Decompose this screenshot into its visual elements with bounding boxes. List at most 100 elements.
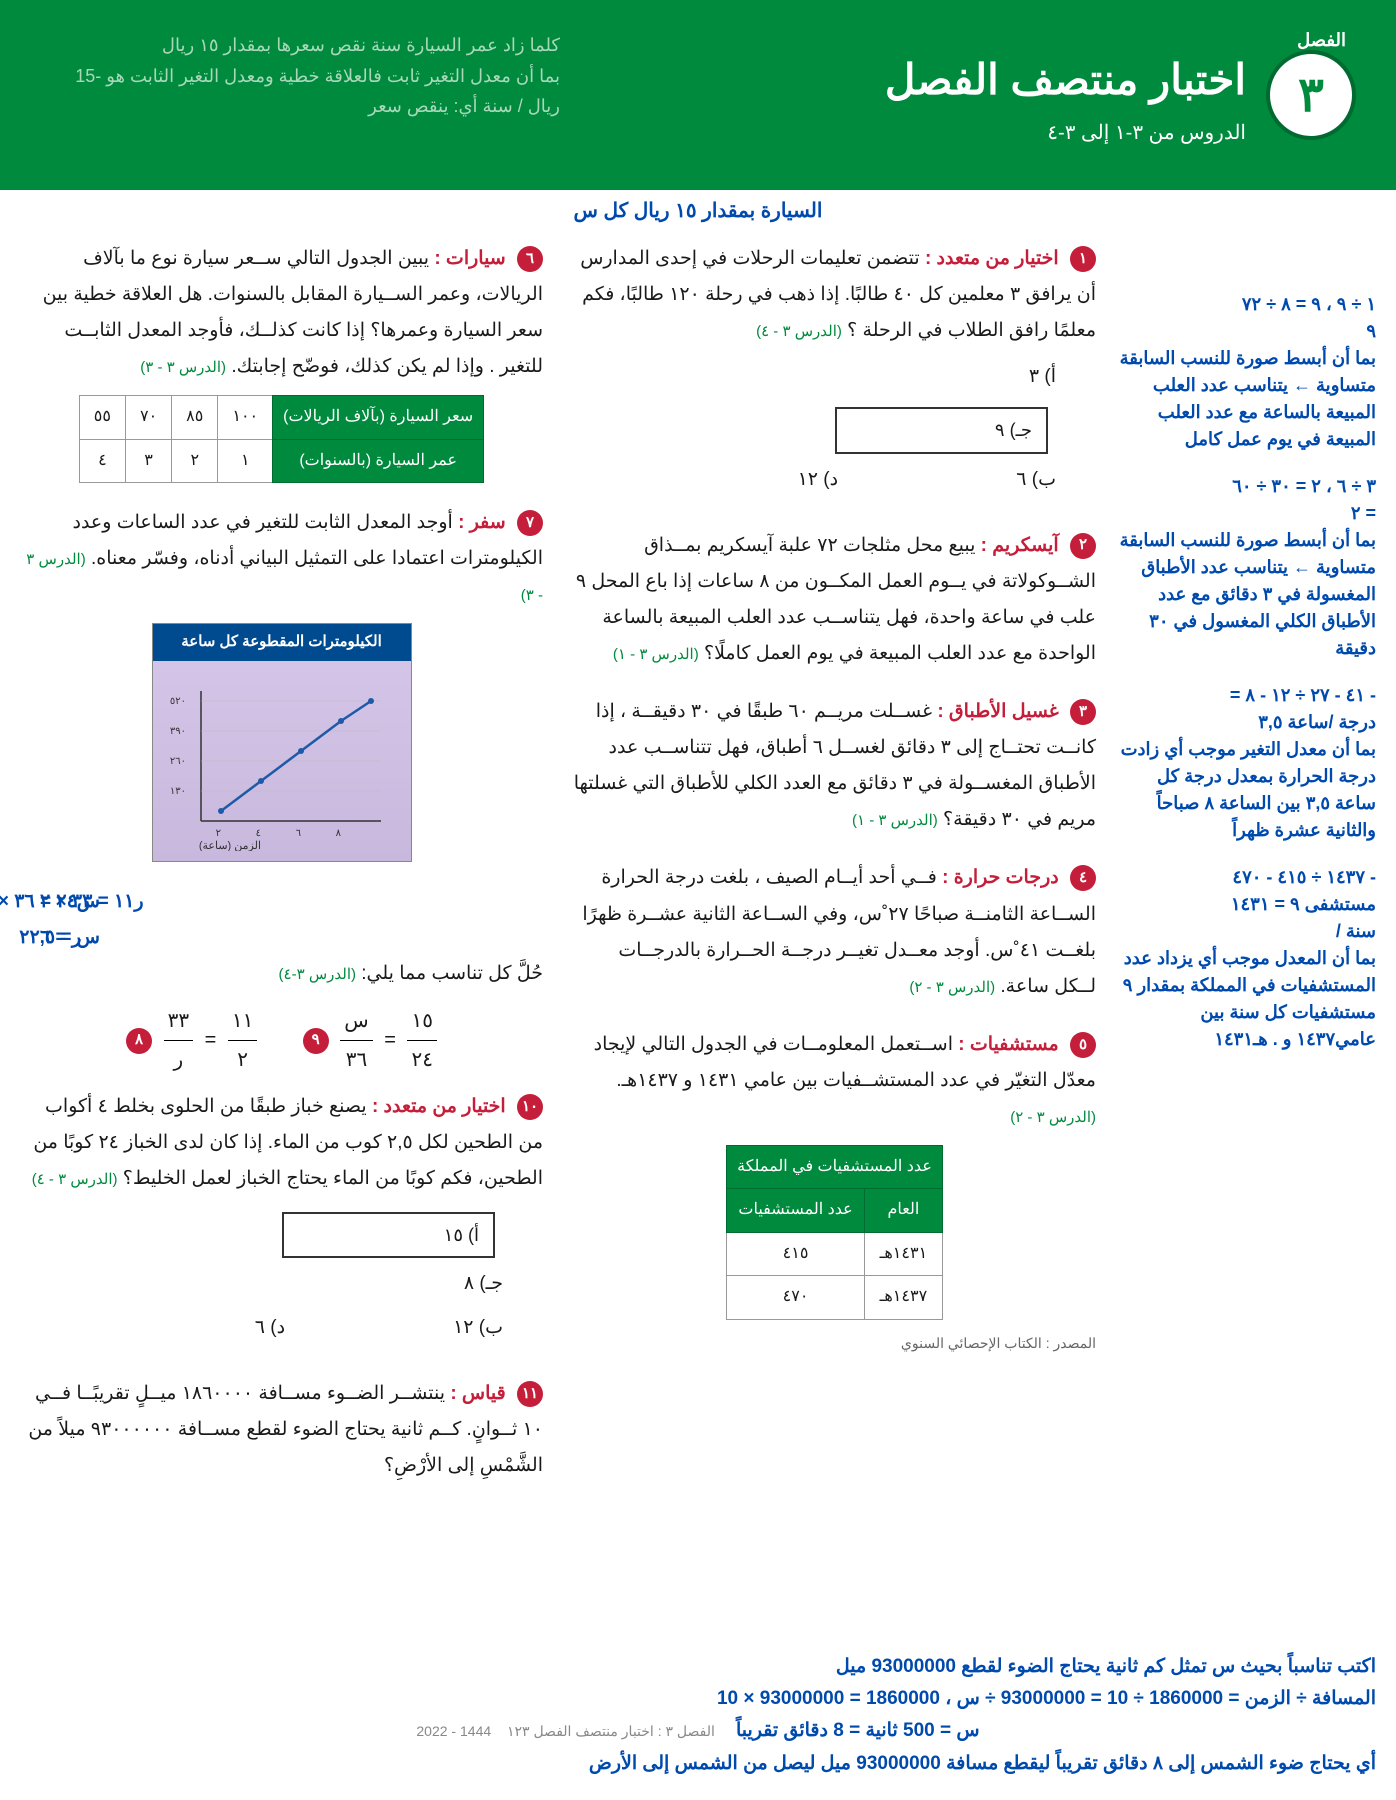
svg-text:٨: ٨ <box>335 828 341 839</box>
eq-note-2: ر = ٦ <box>40 920 543 956</box>
q10-choice-c: جـ) ٨ <box>290 1266 503 1302</box>
column-left: ٦ سيارات : يبين الجدول التالي ســعر سيار… <box>20 241 543 1506</box>
side-answer: س٢٤ = ٣٦ × ١٥ س = ٢٢,٥ <box>0 884 100 956</box>
svg-text:٥٢٠: ٥٢٠ <box>169 696 185 707</box>
content-columns: ١ اختيار من متعدد : تتضمن تعليمات الرحلا… <box>20 241 1096 1506</box>
cell: ٥٥ <box>79 396 125 439</box>
q11-topic: قياس : <box>450 1383 505 1404</box>
q6-ref: (الدرس ٣ - ٣) <box>140 359 226 376</box>
cell: ٤٧٠ <box>727 1276 865 1319</box>
q10-topic: اختيار من متعدد : <box>372 1096 506 1117</box>
q10-choice-a: أ) ١٥ <box>282 1212 495 1258</box>
answer-4: - ١٤٣٧ ÷ ٤١٥ - ٤٧٠ مستشفى ٩ = ١٤٣١ سنة /… <box>1116 864 1376 1053</box>
qnum-icon: ٢ <box>1070 533 1096 559</box>
q1-choices: أ) ٣ جـ) ٩ ب) ٦ د) ١٢ <box>613 359 1056 505</box>
answer-1: ١ ÷ ٩ ، ٩ = ٨ ÷ ٧٢ ٩ بما أن أبسط صورة لل… <box>1116 291 1376 453</box>
answers-margin: ١ ÷ ٩ ، ٩ = ٨ ÷ ٧٢ ٩ بما أن أبسط صورة لل… <box>1116 241 1376 1506</box>
svg-text:٤: ٤ <box>255 828 260 839</box>
page-header: الفصل ٣ اختبار منتصف الفصل الدروس من ٣-١… <box>0 0 1396 190</box>
page-subtitle: الدروس من ٣-١ إلى ٣-٤ <box>1047 120 1246 145</box>
question-2: ٢ آيسكريم : يبيع محل مثلجات ٧٢ علبة آيسك… <box>573 528 1096 672</box>
svg-text:٦: ٦ <box>295 828 300 839</box>
cell: ٧٠ <box>125 396 171 439</box>
cell: ٤ <box>79 439 125 482</box>
q1-choice-c: جـ) ٩ <box>835 407 1048 453</box>
q8-frac2: ١١٢ <box>228 1002 257 1079</box>
qnum-icon: ١ <box>1070 246 1096 272</box>
solve-heading: حُلَّ كل تناسب مما يلي: (الدرس ٣-٤) <box>20 956 543 992</box>
cell: ١٤٣١هـ <box>864 1232 942 1275</box>
q1-choice-a: أ) ٣ <box>843 359 1056 395</box>
q9-frac1: س٣٦ <box>340 1002 372 1079</box>
qnum-icon: ٥ <box>1070 1032 1096 1058</box>
qnum-icon: ٤ <box>1070 865 1096 891</box>
question-10: ١٠ اختيار من متعدد : يصنع خباز طبقًا من … <box>20 1089 543 1354</box>
svg-text:٢٦٠: ٢٦٠ <box>169 756 185 767</box>
th-count: عدد المستشفيات <box>727 1189 865 1232</box>
distance-chart: الكيلومترات المقطوعة كل ساعة <box>152 623 412 862</box>
question-3: ٣ غسيل الأطباق : غســلت مريــم ٦٠ طبقًا … <box>573 694 1096 838</box>
q10-ref: (الدرس ٣ - ٤) <box>32 1171 118 1188</box>
page-reference: الفصل ٣ : اختبار منتصف الفصل ١٢٣ <box>507 1723 715 1739</box>
q6-topic: سيارات : <box>434 248 505 269</box>
q8-frac1: ٣٣ر <box>164 1002 193 1079</box>
cell: ١ <box>218 439 273 482</box>
question-11: ١١ قياس : ينتشــر الضــوء مســافة ١٨٦٠٠٠… <box>20 1376 543 1484</box>
svg-text:٣٩٠: ٣٩٠ <box>169 726 185 737</box>
footer-line-4: أي يحتاج ضوء الشمس إلى ٨ دقائق تقريباً ل… <box>20 1748 1376 1780</box>
column-right: ١ اختيار من متعدد : تتضمن تعليمات الرحلا… <box>573 241 1096 1506</box>
th-price: سعر السيارة (بآلاف الريالات) <box>273 396 484 439</box>
qnum-icon: ٦ <box>517 246 543 272</box>
qnum-icon: ٨ <box>126 1028 152 1054</box>
chart-title: الكيلومترات المقطوعة كل ساعة <box>153 624 411 661</box>
q2-topic: آيسكريم : <box>981 535 1059 556</box>
q10-choice-b: ب) ١٢ <box>290 1310 503 1346</box>
answer-2: ٣ ÷ ٦ ، ٢ = ٣٠ ÷ ٦٠ = ٢ بما أن أبسط صورة… <box>1116 473 1376 662</box>
question-5: ٥ مستشفيات : اســتعمل المعلومــات في الج… <box>573 1027 1096 1356</box>
header-annotation: كلما زاد عمر السيارة سنة نقص سعرها بمقدا… <box>40 30 560 122</box>
question-6: ٦ سيارات : يبين الجدول التالي ســعر سيار… <box>20 241 543 483</box>
question-1: ١ اختيار من متعدد : تتضمن تعليمات الرحلا… <box>573 241 1096 506</box>
footer-line-2: المسافة ÷ الزمن = 1860000 ÷ 10 = 9300000… <box>20 1683 1376 1715</box>
chapter-label: الفصل <box>1297 30 1346 51</box>
qnum-icon: ٣ <box>1070 699 1096 725</box>
q1-choice-d: د) ١٢ <box>625 462 838 498</box>
cell: ٨٥ <box>172 396 218 439</box>
svg-text:الزمن (ساعة): الزمن (ساعة) <box>198 840 260 851</box>
table-source: المصدر : الكتاب الإحصائي السنوي <box>573 1330 1096 1357</box>
year-reference: 1444 - 2022 <box>416 1723 491 1739</box>
question-4: ٤ درجات حرارة : فــي أحد أيــام الصيف ، … <box>573 860 1096 1004</box>
qnum-icon: ١٠ <box>517 1094 543 1120</box>
footer-annotations: اكتب تناسباً بحيث س تمثل كم ثانية يحتاج … <box>20 1651 1376 1780</box>
q5-ref: (الدرس ٣ - ٢) <box>1010 1109 1096 1126</box>
footer-line-1: اكتب تناسباً بحيث س تمثل كم ثانية يحتاج … <box>20 1651 1376 1683</box>
answer-3: - ٤١ - ٢٧ ÷ ١٢ - ٨ = درجة /ساعة ٣,٥ بما … <box>1116 682 1376 844</box>
cell: ٢ <box>172 439 218 482</box>
qnum-icon: ٧ <box>517 510 543 536</box>
q3-topic: غسيل الأطباق : <box>937 701 1058 722</box>
cell: ٣ <box>125 439 171 482</box>
q4-topic: درجات حرارة : <box>942 867 1059 888</box>
solve-ref: (الدرس ٣-٤) <box>279 966 356 983</box>
q7-topic: سفر : <box>458 512 506 533</box>
q9-frac2: ١٥٢٤ <box>407 1002 436 1079</box>
q5-topic: مستشفيات : <box>958 1034 1058 1055</box>
th-age: عمر السيارة (بالسنوات) <box>273 439 484 482</box>
q1-choice-b: ب) ٦ <box>843 462 1056 498</box>
cell: ١٠٠ <box>218 396 273 439</box>
table-caption: عدد المستشفيات في المملكة <box>727 1146 943 1189</box>
hospitals-table: عدد المستشفيات في المملكة العام عدد المس… <box>726 1145 943 1320</box>
svg-text:٢: ٢ <box>215 828 220 839</box>
q10-choices: أ) ١٥ جـ) ٨ ب) ١٢ د) ٦ <box>60 1208 503 1354</box>
eq-note-1: ر١١ = ٣٣ × ٢ <box>40 884 543 920</box>
main-content: ١ ÷ ٩ ، ٩ = ٨ ÷ ٧٢ ٩ بما أن أبسط صورة لل… <box>0 231 1396 1516</box>
q3-ref: (الدرس ٣ - ١) <box>852 812 938 829</box>
question-7: ٧ سفر : أوجد المعدل الثابت للتغير في عدد… <box>20 505 543 862</box>
q2-ref: (الدرس ٣ - ١) <box>613 646 699 663</box>
chart-body: ٥٢٠ ٣٩٠ ٢٦٠ ١٣٠ ٢ ٤ ٦ ٨ الزمن (ساعة) <box>153 661 411 861</box>
qnum-icon: ١١ <box>517 1381 543 1407</box>
chart-svg: ٥٢٠ ٣٩٠ ٢٦٠ ١٣٠ ٢ ٤ ٦ ٨ الزمن (ساعة) <box>161 671 401 851</box>
th-year: العام <box>864 1189 942 1232</box>
cell: ١٤٣٧هـ <box>864 1276 942 1319</box>
chapter-number-badge: ٣ <box>1266 50 1356 140</box>
